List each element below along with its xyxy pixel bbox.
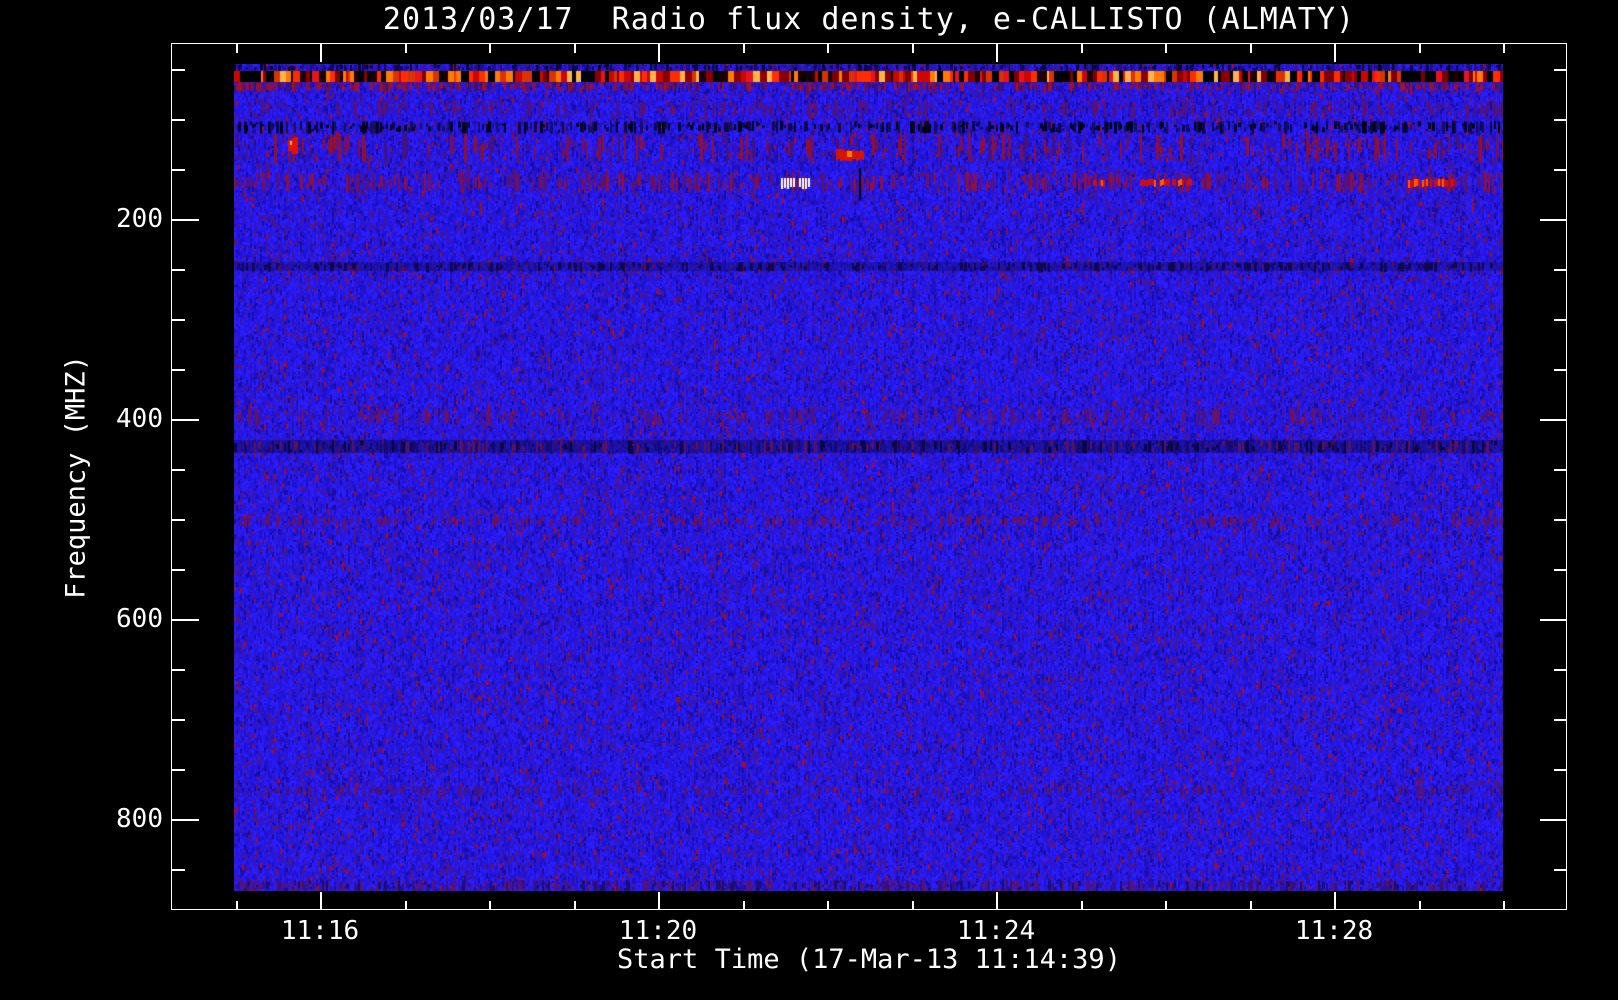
x-tick-label: 11:24 <box>956 916 1036 946</box>
tick <box>172 869 185 871</box>
tick <box>172 319 185 321</box>
tick <box>172 169 185 171</box>
tick <box>1554 369 1567 371</box>
tick <box>996 44 998 62</box>
tick <box>1554 519 1567 521</box>
tick <box>1554 719 1567 721</box>
x-axis-label: Start Time (17-Mar-13 11:14:39) <box>617 944 1121 975</box>
tick <box>573 44 576 53</box>
tick <box>1503 901 1505 910</box>
tick <box>172 119 185 121</box>
tick <box>172 719 185 721</box>
tick <box>827 901 829 910</box>
tick <box>1503 44 1505 53</box>
tick <box>911 901 914 910</box>
tick <box>1165 44 1167 53</box>
tick <box>1165 901 1167 910</box>
tick <box>172 219 199 221</box>
tick <box>1554 169 1567 171</box>
tick <box>489 901 491 910</box>
tick <box>172 269 185 271</box>
x-tick-label: 11:28 <box>1294 916 1374 946</box>
tick <box>1540 619 1567 621</box>
tick <box>658 44 660 62</box>
y-tick-label: 600 <box>116 604 163 634</box>
tick <box>1554 69 1567 71</box>
tick <box>1540 219 1567 221</box>
tick <box>911 44 914 53</box>
tick <box>742 901 745 910</box>
tick <box>742 44 745 53</box>
tick <box>172 669 185 671</box>
tick <box>1554 669 1567 671</box>
y-tick-label: 200 <box>116 204 163 234</box>
tick <box>1418 44 1421 53</box>
tick <box>172 819 199 821</box>
plot-frame <box>171 43 1567 910</box>
tick <box>1080 44 1083 53</box>
y-tick-label: 400 <box>116 404 163 434</box>
tick <box>658 892 660 910</box>
y-axis-label: Frequency (MHZ) <box>60 355 92 599</box>
tick <box>1554 469 1567 471</box>
tick <box>172 569 185 571</box>
tick <box>1540 819 1567 821</box>
tick <box>320 892 322 910</box>
tick <box>1334 892 1336 910</box>
tick <box>172 69 185 71</box>
tick <box>573 901 576 910</box>
tick <box>1540 419 1567 421</box>
tick <box>1554 569 1567 571</box>
tick <box>1554 119 1567 121</box>
tick <box>1334 44 1336 62</box>
tick <box>172 769 185 771</box>
x-tick-label: 11:20 <box>618 916 698 946</box>
tick <box>1554 869 1567 871</box>
tick <box>827 44 829 53</box>
tick <box>172 469 185 471</box>
tick <box>235 901 238 910</box>
tick <box>489 44 491 53</box>
spectrogram-canvas <box>234 64 1503 891</box>
tick <box>1080 901 1083 910</box>
tick <box>404 44 407 53</box>
y-tick-label: 800 <box>116 804 163 834</box>
tick <box>1554 769 1567 771</box>
tick <box>1554 269 1567 271</box>
tick <box>996 892 998 910</box>
tick <box>235 44 238 53</box>
tick <box>1554 319 1567 321</box>
tick <box>172 419 199 421</box>
x-tick-label: 11:16 <box>280 916 360 946</box>
plot-title: 2013/03/17 Radio flux density, e-CALLIST… <box>382 2 1356 37</box>
tick <box>1418 901 1421 910</box>
tick <box>1249 901 1252 910</box>
tick <box>172 619 199 621</box>
tick <box>172 519 185 521</box>
tick <box>320 44 322 62</box>
tick <box>1249 44 1252 53</box>
tick <box>404 901 407 910</box>
tick <box>172 369 185 371</box>
